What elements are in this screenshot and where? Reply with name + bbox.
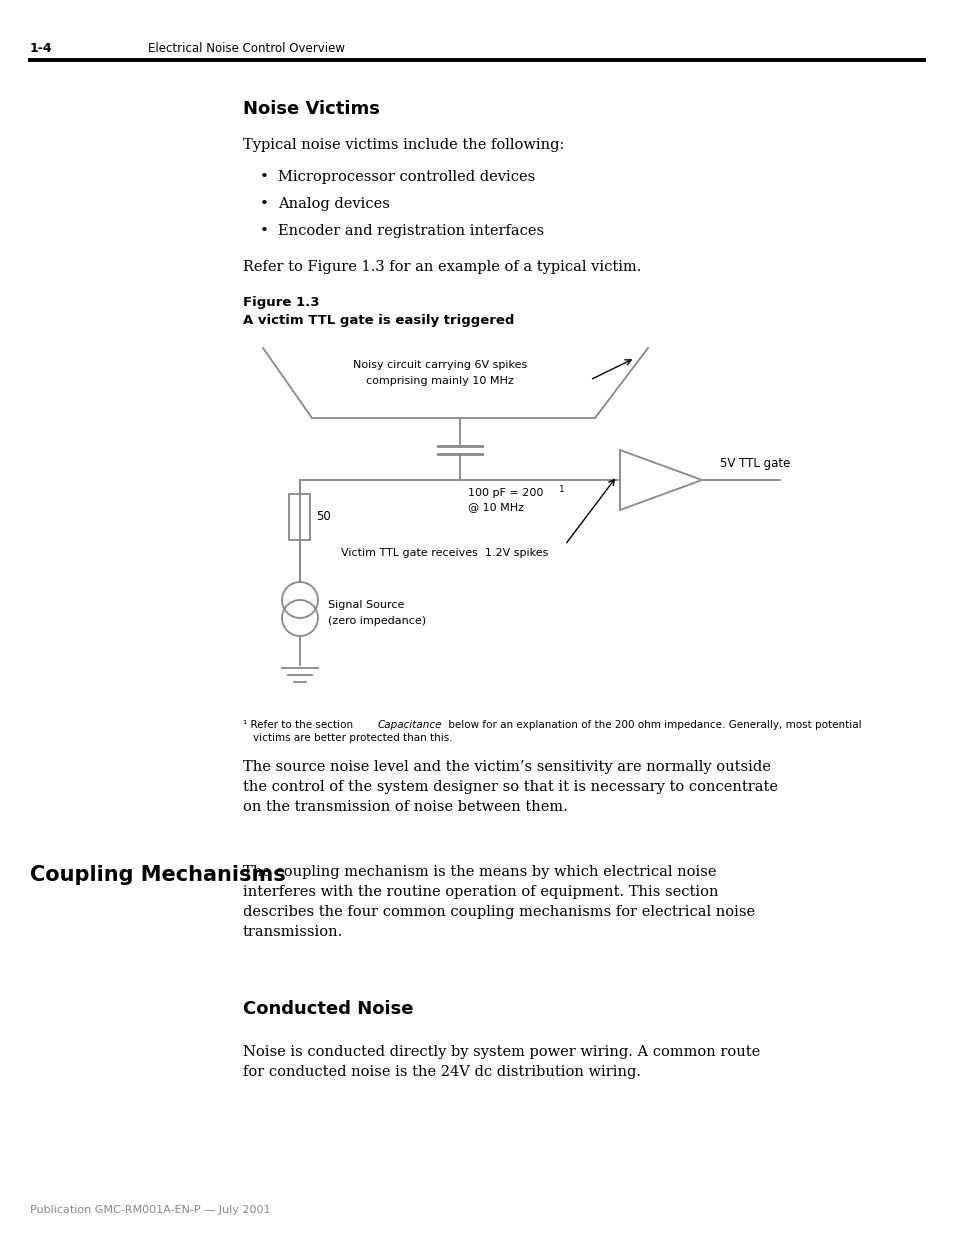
Text: Noise is conducted directly by system power wiring. A common route
for conducted: Noise is conducted directly by system po… [243,1045,760,1079]
Text: •: • [260,224,269,238]
Text: 100 pF = 200: 100 pF = 200 [468,488,543,498]
Text: Conducted Noise: Conducted Noise [243,1000,413,1018]
Text: @ 10 MHz: @ 10 MHz [468,501,523,513]
Text: Noise Victims: Noise Victims [243,100,379,119]
Text: ¹ Refer to the section: ¹ Refer to the section [243,720,356,730]
Text: victims are better protected than this.: victims are better protected than this. [253,734,452,743]
Text: Encoder and registration interfaces: Encoder and registration interfaces [277,224,543,238]
Text: The coupling mechanism is the means by which electrical noise
interferes with th: The coupling mechanism is the means by w… [243,864,755,939]
Text: Analog devices: Analog devices [277,198,390,211]
Text: A victim TTL gate is easily triggered: A victim TTL gate is easily triggered [243,314,514,327]
Text: Typical noise victims include the following:: Typical noise victims include the follow… [243,138,564,152]
Text: Publication GMC-RM001A-EN-P — July 2001: Publication GMC-RM001A-EN-P — July 2001 [30,1205,271,1215]
Text: Victim TTL gate receives  1.2V spikes: Victim TTL gate receives 1.2V spikes [341,548,548,558]
Text: •: • [260,198,269,211]
Text: Noisy circuit carrying 6V spikes: Noisy circuit carrying 6V spikes [353,359,527,370]
Text: 1-4: 1-4 [30,42,52,54]
Text: 50: 50 [315,510,331,524]
Text: comprising mainly 10 MHz: comprising mainly 10 MHz [366,375,514,387]
Text: below for an explanation of the 200 ohm impedance. Generally, most potential: below for an explanation of the 200 ohm … [444,720,861,730]
Bar [289,494,310,540]
Text: (zero impedance): (zero impedance) [328,616,426,626]
Text: Coupling Mechanisms: Coupling Mechanisms [30,864,286,885]
Text: Figure 1.3: Figure 1.3 [243,296,319,309]
Text: Signal Source: Signal Source [328,600,404,610]
Text: The source noise level and the victim’s sensitivity are normally outside
the con: The source noise level and the victim’s … [243,760,778,814]
Text: Electrical Noise Control Overview: Electrical Noise Control Overview [148,42,345,54]
Text: •: • [260,170,269,184]
Text: Refer to Figure 1.3 for an example of a typical victim.: Refer to Figure 1.3 for an example of a … [243,261,640,274]
Text: Capacitance: Capacitance [377,720,442,730]
Text: Microprocessor controlled devices: Microprocessor controlled devices [277,170,535,184]
Text: 5V TTL gate: 5V TTL gate [720,457,789,471]
Text: 1: 1 [558,485,564,494]
